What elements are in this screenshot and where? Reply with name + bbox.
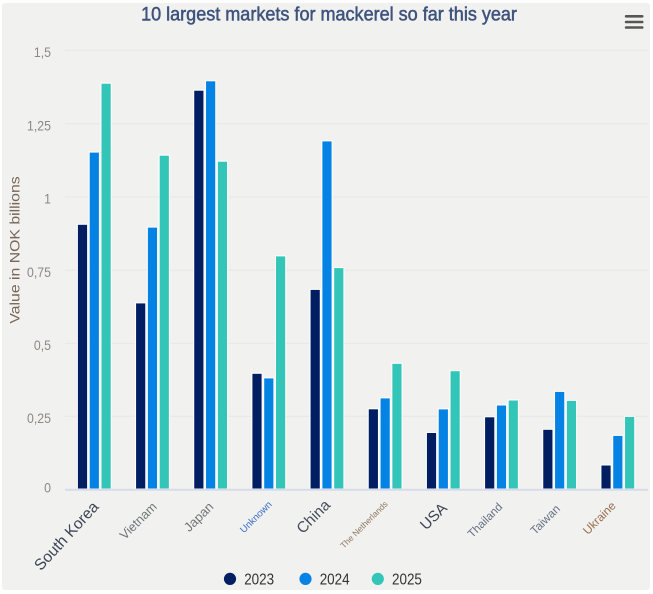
svg-text:0: 0 xyxy=(44,480,51,496)
svg-text:10 largest markets for mackere: 10 largest markets for mackerel so far t… xyxy=(141,3,517,25)
svg-text:2023: 2023 xyxy=(244,572,274,589)
svg-text:Value in NOK billions: Value in NOK billions xyxy=(7,176,23,323)
svg-text:0,75: 0,75 xyxy=(27,264,51,280)
svg-text:0,25: 0,25 xyxy=(27,410,51,426)
svg-text:1: 1 xyxy=(44,191,51,207)
svg-text:2025: 2025 xyxy=(392,572,422,589)
svg-text:1,25: 1,25 xyxy=(27,118,51,134)
svg-text:0,5: 0,5 xyxy=(34,337,51,353)
svg-text:1,5: 1,5 xyxy=(34,44,51,60)
svg-text:2024: 2024 xyxy=(320,572,350,589)
